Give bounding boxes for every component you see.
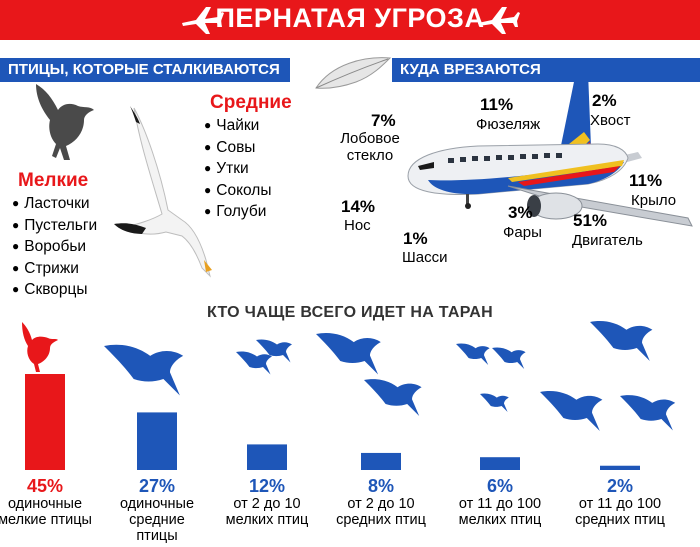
bar-category-label: от 11 до 100 средних птиц — [575, 496, 665, 528]
impact-label-engine: Двигатель — [572, 232, 643, 249]
airplane-icon — [478, 7, 520, 34]
bar-category-label: от 11 до 100 мелких птиц — [458, 496, 542, 528]
small-birds-title: Мелкие — [18, 170, 89, 191]
impact-label-landing-gear: Шасси — [402, 249, 448, 266]
birds-section-title: ПТИЦЫ, КОТОРЫЕ СТАЛКИВАЮТСЯ — [0, 58, 290, 82]
bird-silhouette-icon — [36, 84, 94, 160]
small-birds-list: Ласточки Пустельги Воробьи Стрижи Скворц… — [12, 193, 97, 301]
list-item: Ласточки — [12, 193, 97, 215]
bar-value-label: 45% — [26, 476, 64, 496]
bar-5 — [600, 465, 640, 470]
impact-pct-fuselage: 11% — [480, 95, 514, 114]
list-item: Чайки — [204, 115, 271, 137]
bird-pictograms — [22, 321, 676, 431]
impact-label-windshield: Лобовое стекло — [340, 130, 400, 164]
bar-value-label: 2% — [606, 476, 633, 496]
bar-chart — [25, 374, 640, 470]
impact-label-lights: Фары — [503, 224, 542, 241]
bar-0 — [25, 374, 65, 470]
airliner-illustration — [407, 72, 693, 227]
impact-label-fuselage: Фюзеляж — [476, 116, 541, 133]
list-item: Скворцы — [12, 279, 97, 301]
bar-category-label: одиночные средние птицы — [119, 496, 195, 544]
impact-pct-engine: 51% — [573, 211, 608, 230]
list-item: Стрижи — [12, 258, 97, 280]
medium-birds-list: Чайки Совы Утки Соколы Голуби — [204, 115, 271, 223]
bar-3 — [361, 452, 401, 470]
list-item: Пустельги — [12, 215, 97, 237]
impact-section-title: КУДА ВРЕЗАЮТСЯ — [392, 58, 700, 82]
impact-pct-lights: 3% — [508, 203, 533, 222]
bar-value-label: 12% — [248, 476, 286, 496]
bar-value-label: 27% — [138, 476, 176, 496]
bar-1 — [137, 412, 177, 470]
impact-pct-tail: 2% — [592, 91, 617, 110]
seagull-icon — [114, 106, 212, 278]
airplane-icon — [182, 7, 224, 34]
list-item: Совы — [204, 137, 271, 159]
bar-4 — [480, 457, 520, 470]
list-item: Воробьи — [12, 236, 97, 258]
bar-2 — [247, 444, 287, 470]
impact-pct-landing-gear: 1% — [403, 229, 428, 248]
impact-label-wing: Крыло — [631, 192, 677, 209]
medium-birds-title: Средние — [210, 92, 292, 113]
page-title: ПЕРНАТАЯ УГРОЗА — [215, 3, 485, 33]
red-bird-icon — [22, 322, 58, 372]
impact-label-nose: Нос — [344, 217, 371, 234]
bar-value-label: 8% — [367, 476, 394, 496]
bar-category-label: от 2 до 10 мелких птиц — [225, 496, 309, 528]
list-item: Соколы — [204, 180, 271, 202]
impact-pct-windshield: 7% — [371, 111, 396, 130]
bar-value-label: 6% — [486, 476, 513, 496]
bar-category-label: одиночные мелкие птицы — [0, 496, 92, 528]
impact-pct-nose: 14% — [341, 197, 376, 216]
impact-pct-wing: 11% — [629, 171, 663, 190]
header-banner — [0, 0, 700, 40]
bar-category-label: от 2 до 10 средних птиц — [336, 496, 426, 528]
list-item: Голуби — [204, 201, 271, 223]
list-item: Утки — [204, 158, 271, 180]
chart-title: КТО ЧАЩЕ ВСЕГО ИДЕТ НА ТАРАН — [206, 304, 493, 321]
feather-icon — [315, 57, 392, 89]
impact-label-tail: Хвост — [590, 112, 631, 129]
